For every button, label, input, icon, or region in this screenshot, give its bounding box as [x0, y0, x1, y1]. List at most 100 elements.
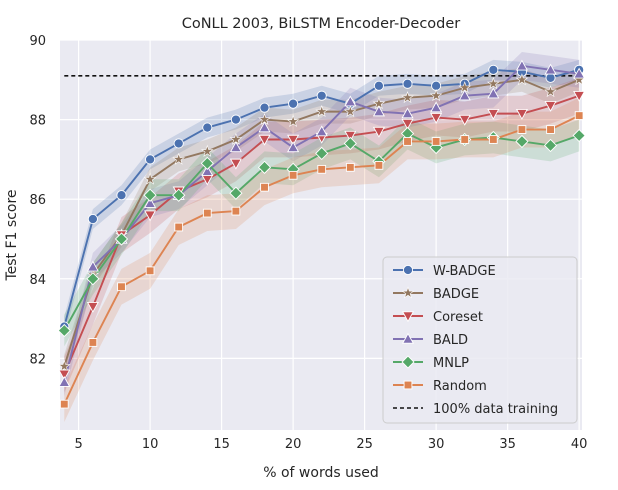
x-tick-label: 15 [213, 437, 230, 452]
point-random [88, 338, 98, 347]
point-bald [229, 141, 242, 153]
point-mnlp [515, 134, 529, 149]
point-badge [172, 152, 186, 165]
point-bald [258, 121, 271, 133]
point-w-badge [145, 154, 156, 165]
point-bald [86, 260, 99, 272]
band-badge [64, 67, 580, 379]
y-tick-label: 88 [29, 114, 46, 129]
point-badge [401, 91, 414, 104]
point-random [145, 266, 155, 276]
legend-label-bald: BALD [433, 333, 468, 348]
point-badge [143, 172, 157, 185]
legend-label-mnlp: MNLP [433, 356, 469, 371]
point-bald [287, 141, 300, 153]
point-w-badge [116, 190, 127, 201]
point-random [59, 399, 69, 409]
point-coreset [573, 91, 586, 102]
point-bald [430, 101, 443, 113]
point-coreset [229, 158, 242, 170]
point-badge [544, 85, 557, 98]
point-mnlp [257, 160, 272, 174]
legend-label-coreset: Coreset [433, 310, 483, 325]
legend-label-random: Random [433, 379, 487, 394]
band-w-badge [64, 59, 580, 337]
point-w-badge [488, 64, 499, 75]
x-axis-title: % of words used [263, 465, 379, 481]
point-coreset [430, 112, 443, 124]
point-w-badge [173, 138, 184, 149]
point-bald [58, 376, 71, 387]
legend-box [382, 256, 578, 424]
point-coreset [344, 130, 357, 142]
point-coreset [401, 118, 414, 130]
point-badge [486, 77, 500, 90]
point-badge [200, 144, 214, 157]
legend-marker-random [403, 380, 413, 390]
point-random [488, 135, 498, 144]
legend-marker-bald [401, 332, 415, 344]
y-tick-label: 90 [29, 34, 46, 49]
point-random [403, 137, 412, 146]
point-random [174, 222, 184, 232]
point-mnlp [57, 323, 71, 338]
point-w-badge [545, 72, 556, 83]
point-random [317, 164, 327, 174]
point-mnlp [114, 232, 129, 246]
point-coreset [544, 100, 557, 112]
point-w-badge [202, 122, 213, 133]
x-tick-label: 10 [142, 437, 159, 452]
point-w-badge [373, 80, 384, 91]
legend-marker-w-badge [402, 264, 414, 276]
legend-label-w-badge: W-BADGE [433, 264, 496, 279]
legend-marker-coreset [401, 311, 415, 323]
series-markers [57, 59, 586, 409]
point-random [431, 137, 441, 146]
point-mnlp [143, 188, 157, 202]
point-mnlp [172, 188, 186, 202]
y-tick-label: 82 [29, 352, 46, 367]
point-coreset [86, 301, 99, 313]
legend-marker-badge [401, 286, 415, 299]
point-mnlp [200, 156, 214, 170]
point-random [202, 208, 212, 218]
point-bald [544, 63, 557, 75]
point-mnlp [543, 138, 558, 153]
point-w-badge [402, 78, 413, 89]
point-coreset [515, 108, 528, 120]
band-bald [64, 51, 580, 397]
point-random [345, 162, 355, 172]
point-coreset [372, 126, 385, 138]
point-mnlp [343, 136, 357, 151]
point-random [517, 125, 527, 134]
point-coreset [287, 134, 300, 146]
point-mnlp [229, 186, 243, 200]
point-badge [515, 73, 529, 86]
point-badge [429, 89, 443, 102]
band-mnlp [64, 117, 580, 347]
point-coreset [458, 114, 471, 126]
point-badge [286, 114, 300, 127]
point-random [374, 160, 384, 170]
point-random [260, 182, 269, 192]
legend-marker-mnlp [401, 355, 415, 369]
point-badge [343, 104, 357, 118]
point-bald [573, 67, 586, 79]
x-tick-label: 40 [571, 437, 588, 452]
point-random [231, 206, 241, 216]
point-coreset [258, 134, 271, 146]
y-tick-label: 86 [29, 193, 46, 208]
x-tick-label: 20 [285, 437, 302, 452]
point-bald [487, 87, 500, 99]
point-mnlp [315, 146, 329, 161]
x-tick-label: 30 [428, 437, 445, 452]
x-tick-label: 35 [499, 437, 516, 452]
point-random [546, 125, 555, 134]
point-random [574, 111, 584, 120]
point-random [117, 282, 126, 292]
point-w-badge [259, 102, 270, 113]
legend: W-BADGE BADGE Coreset BALD MNLP Random 100% da… [382, 256, 578, 424]
point-coreset [144, 210, 157, 222]
y-axis-title: Test F1 score [4, 189, 20, 281]
